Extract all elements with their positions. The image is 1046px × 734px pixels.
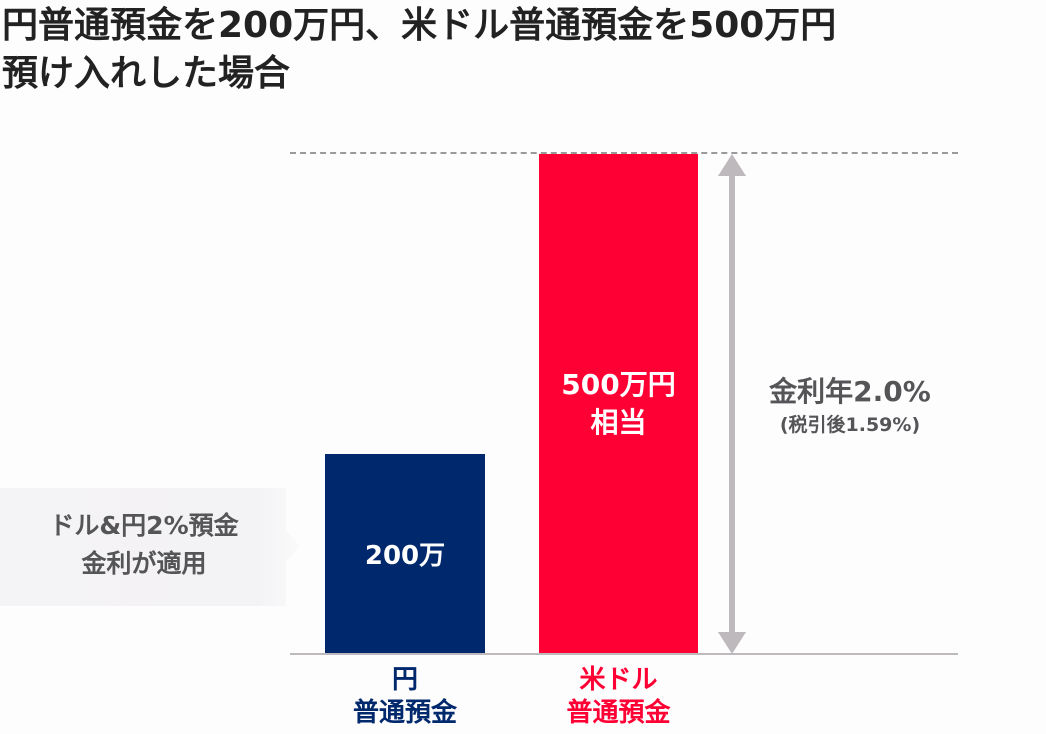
callout-line1: ドル&円2%預金	[49, 511, 239, 540]
chart-title-line1: 円普通預金を200万円、米ドル普通預金を500万円	[2, 5, 837, 46]
interest-rate-main: 金利年2.0%	[769, 375, 931, 408]
chart-title-line2: 預け入れした場合	[2, 53, 291, 94]
interest-rate-after-tax: (税引後1.59%)	[779, 414, 921, 436]
bar-usd-value-suffix: 相当	[590, 405, 647, 439]
x-label-usd-line1: 米ドル	[579, 665, 658, 695]
bar-yen-value: 200万	[364, 541, 446, 571]
bar-usd-savings: 500万円 相当	[539, 154, 698, 653]
x-label-yen: 円 普通預金	[325, 664, 485, 730]
x-axis-baseline	[290, 653, 958, 655]
reference-dashed-line	[290, 152, 958, 154]
callout-yen-rate: ドル&円2%預金 金利が適用	[0, 488, 300, 606]
interest-rate-annotation: 金利年2.0% (税引後1.59%)	[752, 372, 948, 438]
bar-usd-value: 500万円	[561, 367, 676, 401]
double-arrow-icon	[718, 154, 746, 654]
x-label-yen-line2: 普通預金	[352, 698, 457, 728]
bar-yen-savings: 200万	[325, 454, 485, 653]
callout-arrow-shape-icon	[0, 488, 300, 606]
callout-line2: 金利が適用	[81, 549, 207, 578]
x-label-yen-line1: 円	[391, 665, 418, 695]
chart-title: 円普通預金を200万円、米ドル普通預金を500万円 預け入れした場合	[2, 2, 1046, 98]
x-label-usd-line2: 普通預金	[566, 698, 671, 728]
x-label-usd: 米ドル 普通預金	[539, 664, 698, 730]
